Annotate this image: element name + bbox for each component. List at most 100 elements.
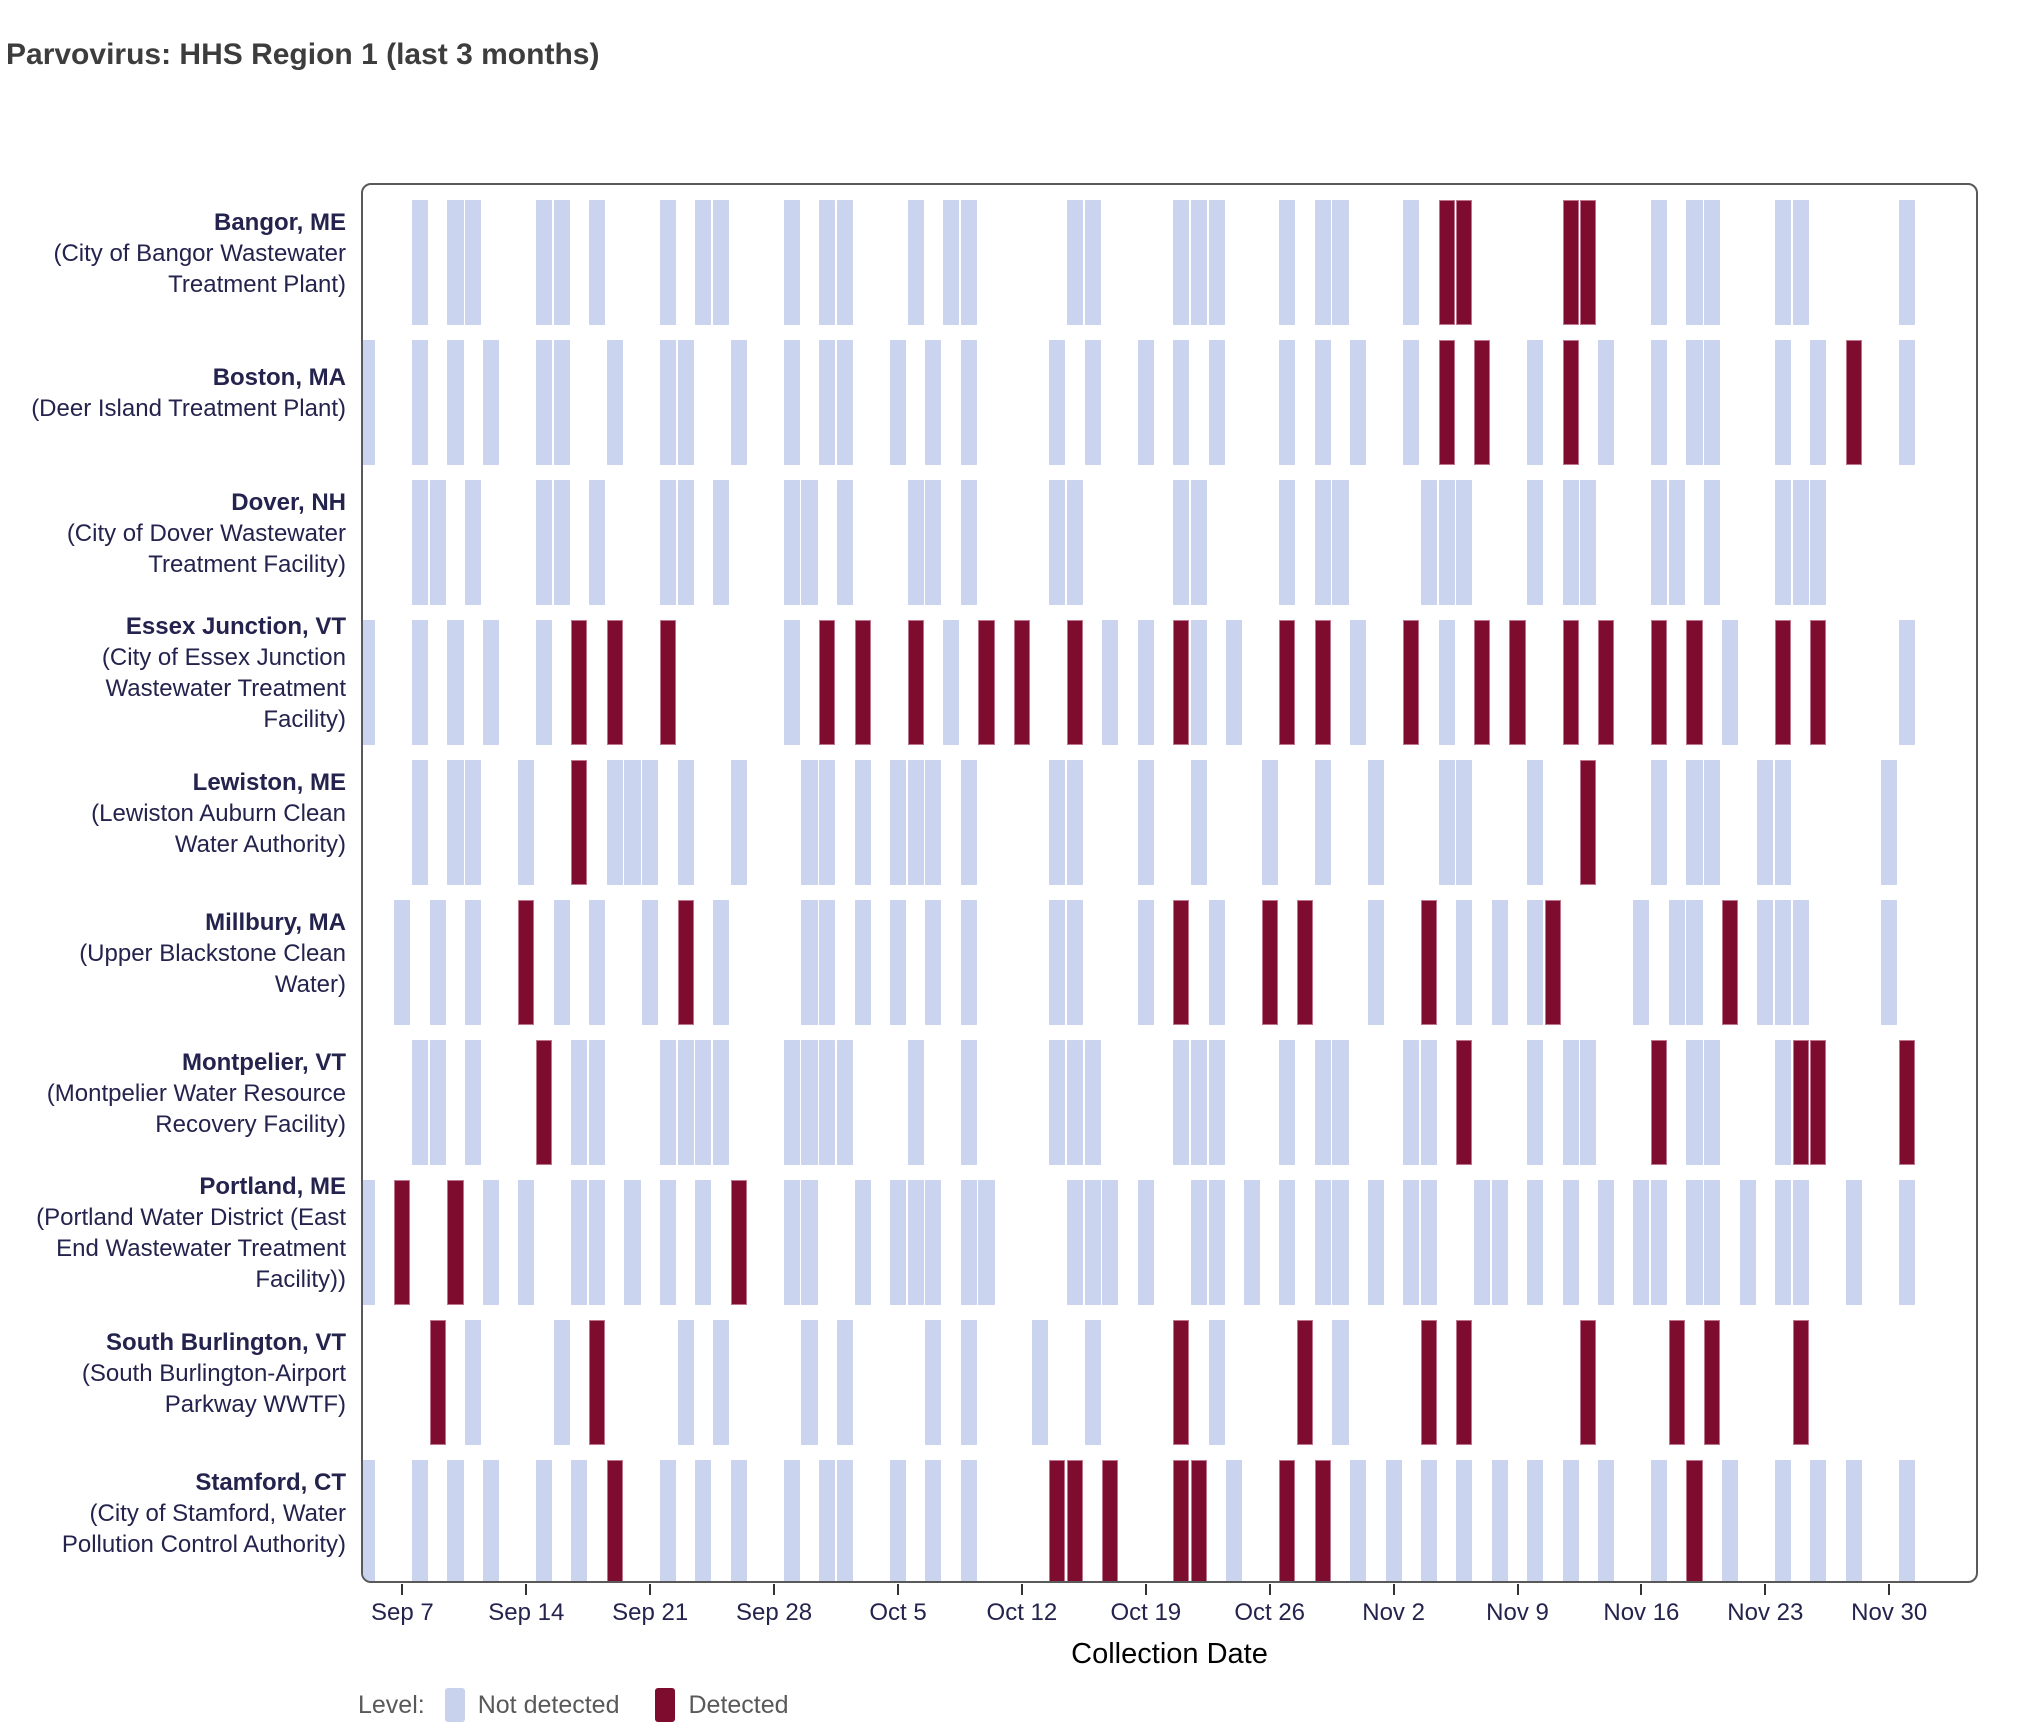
sample-tile-not-detected — [925, 760, 942, 885]
sample-tile-not-detected — [482, 1460, 499, 1581]
sample-tile-not-detected — [925, 900, 942, 1025]
x-axis-title: Collection Date — [1071, 1638, 1268, 1670]
sample-tile-not-detected — [589, 1040, 606, 1165]
sample-tile-not-detected — [960, 900, 977, 1025]
sample-tile-not-detected — [960, 1460, 977, 1581]
sample-tile-not-detected — [659, 1180, 676, 1305]
sample-tile-not-detected — [677, 1320, 694, 1445]
sample-tile-detected — [1721, 900, 1738, 1025]
sample-tile-not-detected — [465, 200, 482, 325]
row-label-facility: (City of Bangor Wastewater Treatment Pla… — [53, 239, 346, 298]
sample-tile-not-detected — [1403, 200, 1420, 325]
row-label-facility: (Portland Water District (East End Waste… — [36, 1204, 346, 1293]
sample-tile-not-detected — [363, 1460, 376, 1581]
sample-tile-not-detected — [783, 340, 800, 465]
sample-tile-not-detected — [1084, 1320, 1101, 1445]
sample-tile-not-detected — [1173, 480, 1190, 605]
sample-tile-detected — [677, 900, 694, 1025]
sample-tile-not-detected — [1792, 1180, 1809, 1305]
sample-tile-not-detected — [659, 340, 676, 465]
sample-tile-not-detected — [642, 760, 659, 885]
sample-tile-not-detected — [659, 480, 676, 605]
sample-tile-not-detected — [1420, 1460, 1438, 1581]
sample-tile-not-detected — [1898, 340, 1915, 465]
sample-tile-not-detected — [1049, 1040, 1066, 1165]
sample-tile-not-detected — [854, 1180, 871, 1305]
sample-tile-not-detected — [1279, 340, 1296, 465]
sample-tile-detected — [1190, 1460, 1207, 1581]
sample-tile-detected — [1314, 1460, 1331, 1581]
sample-tile-not-detected — [730, 340, 747, 465]
sample-tile-not-detected — [889, 340, 907, 465]
sample-tile-detected — [1049, 1460, 1066, 1581]
sample-tile-not-detected — [1420, 1040, 1438, 1165]
row-labels: Bangor, ME (City of Bangor Wastewater Tre… — [0, 183, 352, 1583]
sample-tile-not-detected — [1774, 1040, 1792, 1165]
row-label-city: Bangor, ME — [213, 208, 346, 236]
sample-tile-not-detected — [978, 1180, 995, 1305]
sample-tile-not-detected — [1226, 620, 1243, 745]
sample-tile-not-detected — [1881, 900, 1898, 1025]
sample-tile-not-detected — [447, 340, 464, 465]
x-tick-label: Oct 12 — [986, 1599, 1058, 1626]
sample-tile-not-detected — [1562, 1180, 1579, 1305]
sample-tile-not-detected — [943, 200, 960, 325]
row-label: South Burlington, VT (South Burlington-Ai… — [22, 1303, 352, 1443]
sample-tile-not-detected — [1651, 760, 1668, 885]
sample-tile-not-detected — [535, 1460, 553, 1581]
sample-tile-not-detected — [1527, 1180, 1544, 1305]
sample-tile-not-detected — [801, 1180, 818, 1305]
x-tick-mark — [1144, 1584, 1147, 1595]
sample-tile-not-detected — [1173, 340, 1190, 465]
sample-tile-not-detected — [363, 620, 376, 745]
sample-tile-not-detected — [1898, 200, 1915, 325]
sample-tile-not-detected — [1845, 1460, 1862, 1581]
sample-tile-detected — [1898, 1040, 1915, 1165]
sample-tile-not-detected — [1810, 480, 1827, 605]
sample-tile-not-detected — [1527, 480, 1544, 605]
sample-tile-not-detected — [571, 1040, 588, 1165]
sample-tile-not-detected — [1597, 1460, 1615, 1581]
sample-tile-not-detected — [1704, 1040, 1721, 1165]
sample-tile-not-detected — [642, 900, 659, 1025]
row-label: Essex Junction, VT (City of Essex Junctio… — [22, 603, 352, 743]
sample-tile-not-detected — [571, 1460, 588, 1581]
sample-tile-detected — [1420, 1320, 1438, 1445]
sample-tile-not-detected — [571, 1180, 588, 1305]
sample-tile-not-detected — [1456, 480, 1473, 605]
x-tick-mark — [897, 1584, 899, 1595]
sample-tile-detected — [571, 620, 588, 745]
sample-tile-not-detected — [836, 340, 853, 465]
sample-tile-not-detected — [1314, 1040, 1331, 1165]
sample-tile-not-detected — [819, 340, 836, 465]
sample-tile-detected — [606, 1460, 623, 1581]
x-tick-mark — [1020, 1584, 1023, 1595]
sample-tile-not-detected — [1597, 340, 1615, 465]
sample-tile-not-detected — [1845, 1180, 1862, 1305]
sample-tile-not-detected — [429, 900, 446, 1025]
sample-tile-not-detected — [836, 200, 853, 325]
sample-tile-not-detected — [1049, 900, 1066, 1025]
x-tick-label: Nov 2 — [1362, 1599, 1425, 1626]
sample-tile-not-detected — [553, 900, 570, 1025]
row-label: Boston, MA (Deer Island Treatment Plant) — [22, 323, 352, 463]
sample-tile-not-detected — [1810, 1460, 1827, 1581]
sample-tile-not-detected — [1739, 1180, 1756, 1305]
sample-tile-not-detected — [730, 1460, 747, 1581]
sample-tile-not-detected — [783, 200, 800, 325]
row-label-facility: (City of Essex Junction Wastewater Treat… — [101, 644, 346, 733]
sample-tile-not-detected — [1633, 900, 1650, 1025]
sample-tile-detected — [1544, 900, 1561, 1025]
sample-tile-not-detected — [819, 900, 836, 1025]
sample-tile-not-detected — [1084, 340, 1101, 465]
sample-tile-not-detected — [1243, 1180, 1261, 1305]
legend: Level: Not detected Detected — [358, 1682, 825, 1728]
sample-tile-not-detected — [1403, 1040, 1420, 1165]
sample-tile-not-detected — [677, 760, 694, 885]
row-band — [363, 185, 1976, 325]
sample-tile-not-detected — [465, 900, 482, 1025]
sample-tile-not-detected — [518, 1180, 535, 1305]
sample-tile-not-detected — [1066, 1040, 1084, 1165]
sample-tile-detected — [535, 1040, 553, 1165]
